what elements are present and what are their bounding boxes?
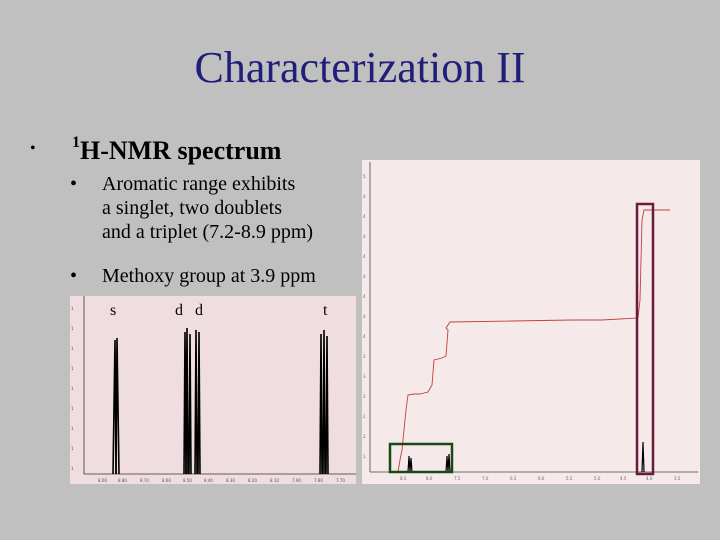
superscript-1: 1	[72, 134, 80, 151]
aromatic-spectrum-image: 1 1 1 1 1 1 1 1 1 8.00 8.80 8.70 8.60 8.50 8.40 8.30 8.…	[70, 296, 356, 484]
peak-label-t: t	[323, 302, 328, 319]
bullet-dot: •	[30, 140, 36, 157]
svg-text:7.80: 7.80	[314, 478, 323, 483]
sub-bullet-aromatic: • Aromatic range exhibits a singlet, two…	[70, 172, 314, 244]
svg-text:8.0: 8.0	[426, 476, 433, 481]
full-spectrum-plot: 5 4 4 4 4 4 4 4 4 3 3 3 2 2 1 8.5 8.0 7.5 7.0 6.5 6.0 5.5 5.0…	[363, 162, 698, 481]
methoxy-text: Methoxy group at 3.9 ppm	[102, 265, 316, 287]
svg-text:1: 1	[363, 454, 366, 459]
svg-text:5.0: 5.0	[594, 476, 601, 481]
svg-text:7.5: 7.5	[454, 476, 461, 481]
svg-text:1: 1	[71, 346, 74, 351]
svg-text:8.00: 8.00	[98, 478, 107, 483]
svg-text:8.30: 8.30	[226, 478, 235, 483]
svg-text:3: 3	[363, 374, 366, 379]
aromatic-line-2: a singlet, two doublets	[102, 197, 282, 219]
sub-bullet-dot: •	[70, 173, 78, 195]
svg-text:1: 1	[71, 366, 74, 371]
svg-text:1: 1	[71, 326, 74, 331]
sub-bullet-dot: •	[70, 265, 78, 287]
slide-title: Characterization II	[194, 43, 526, 92]
svg-text:5.5: 5.5	[566, 476, 573, 481]
svg-text:4: 4	[363, 234, 366, 239]
svg-text:6.0: 6.0	[538, 476, 545, 481]
peak-label-d2: d	[195, 302, 203, 319]
svg-text:3: 3	[363, 354, 366, 359]
aromatic-spectrum-plot: 1 1 1 1 1 1 1 1 1 8.00 8.80 8.70 8.60 8.50 8.40 8.30 8.…	[71, 296, 356, 483]
svg-text:7.90: 7.90	[292, 478, 301, 483]
svg-text:4: 4	[363, 314, 366, 319]
svg-text:8.40: 8.40	[204, 478, 213, 483]
svg-text:2: 2	[363, 434, 366, 439]
svg-text:3.5: 3.5	[674, 476, 681, 481]
svg-text:4: 4	[363, 194, 366, 199]
svg-text:8.50: 8.50	[183, 478, 192, 483]
svg-text:8.5: 8.5	[400, 476, 407, 481]
svg-text:8.80: 8.80	[118, 478, 127, 483]
full-spectrum-image: 5 4 4 4 4 4 4 4 4 3 3 3 2 2 1 8.5 8.0 7.5 7.0 6.5 6.0 5.5 5.0…	[362, 160, 700, 484]
svg-text:4.0: 4.0	[646, 476, 653, 481]
svg-text:1: 1	[71, 446, 74, 451]
svg-text:8.60: 8.60	[162, 478, 171, 483]
svg-text:1: 1	[71, 426, 74, 431]
svg-text:8.20: 8.20	[248, 478, 257, 483]
svg-text:6.5: 6.5	[510, 476, 517, 481]
svg-text:2: 2	[363, 414, 366, 419]
svg-text:1: 1	[71, 306, 74, 311]
sub-bullet-methoxy: • Methoxy group at 3.9 ppm	[70, 264, 316, 288]
aromatic-line-1: Aromatic range exhibits	[102, 173, 296, 195]
svg-text:8.70: 8.70	[140, 478, 149, 483]
svg-text:4: 4	[363, 274, 366, 279]
svg-text:4.5: 4.5	[620, 476, 627, 481]
svg-text:7.0: 7.0	[482, 476, 489, 481]
svg-text:4: 4	[363, 214, 366, 219]
svg-text:1: 1	[71, 406, 74, 411]
svg-text:4: 4	[363, 254, 366, 259]
svg-text:1: 1	[71, 386, 74, 391]
svg-text:4: 4	[363, 294, 366, 299]
svg-text:5: 5	[363, 174, 366, 179]
peak-label-d1: d	[175, 302, 183, 319]
svg-text:3: 3	[363, 394, 366, 399]
svg-text:8.10: 8.10	[270, 478, 279, 483]
svg-text:7.70: 7.70	[336, 478, 345, 483]
aromatic-line-3: and a triplet (7.2-8.9 ppm)	[102, 221, 314, 243]
svg-text:1: 1	[71, 466, 74, 471]
peak-label-s: s	[110, 302, 117, 319]
svg-text:4: 4	[363, 334, 366, 339]
bullet-nmr-text: H-NMR spectrum	[80, 136, 282, 165]
